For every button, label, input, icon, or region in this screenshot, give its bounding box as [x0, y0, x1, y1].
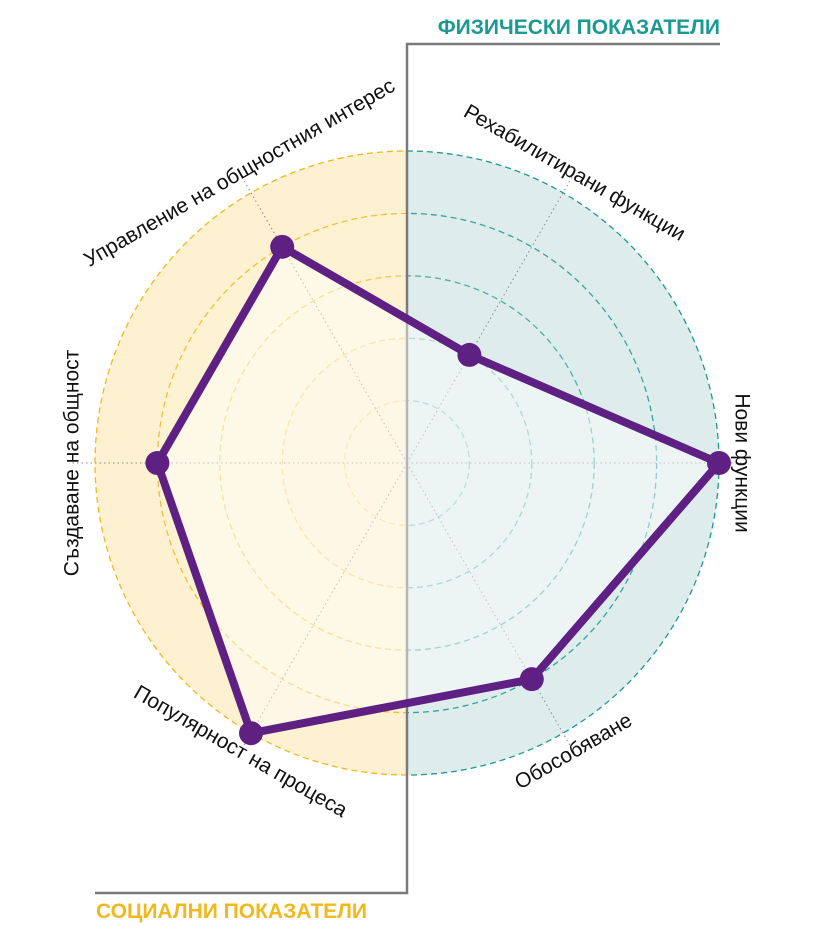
social-band-1	[344, 400, 407, 526]
axis-label-4: Създаване на общност	[61, 349, 84, 576]
physical-band-1	[407, 400, 470, 526]
grid-ring-physical-3	[407, 275, 595, 651]
data-point-4	[145, 451, 170, 475]
axis-spokes	[71, 171, 743, 755]
series-area	[157, 246, 719, 734]
social-frame-line	[95, 463, 409, 895]
data-point-2	[457, 342, 482, 367]
social-section-title: СОЦИАЛНИ ПОКАЗАТЕЛИ	[96, 900, 367, 923]
axis-spoke-2	[406, 171, 576, 464]
axis-spoke-3	[238, 171, 408, 464]
data-point-6	[519, 667, 544, 692]
data-point-5	[239, 721, 263, 746]
axis-spoke-6	[406, 462, 576, 755]
axis-label-1: Нови функции	[730, 393, 753, 532]
grid-ring-social-2	[281, 337, 407, 589]
grid-ring-physical-4	[407, 212, 658, 714]
physical-section-title: ФИЗИЧЕСКИ ПОКАЗАТЕЛИ	[438, 16, 720, 39]
grid-ring-social-1	[343, 399, 407, 527]
data-point-1	[707, 451, 731, 475]
series-layer	[145, 234, 731, 746]
data-point-3	[270, 234, 295, 259]
axis-spoke-5	[238, 462, 408, 755]
physical-band-2	[407, 338, 532, 588]
social-band-2	[282, 338, 407, 588]
